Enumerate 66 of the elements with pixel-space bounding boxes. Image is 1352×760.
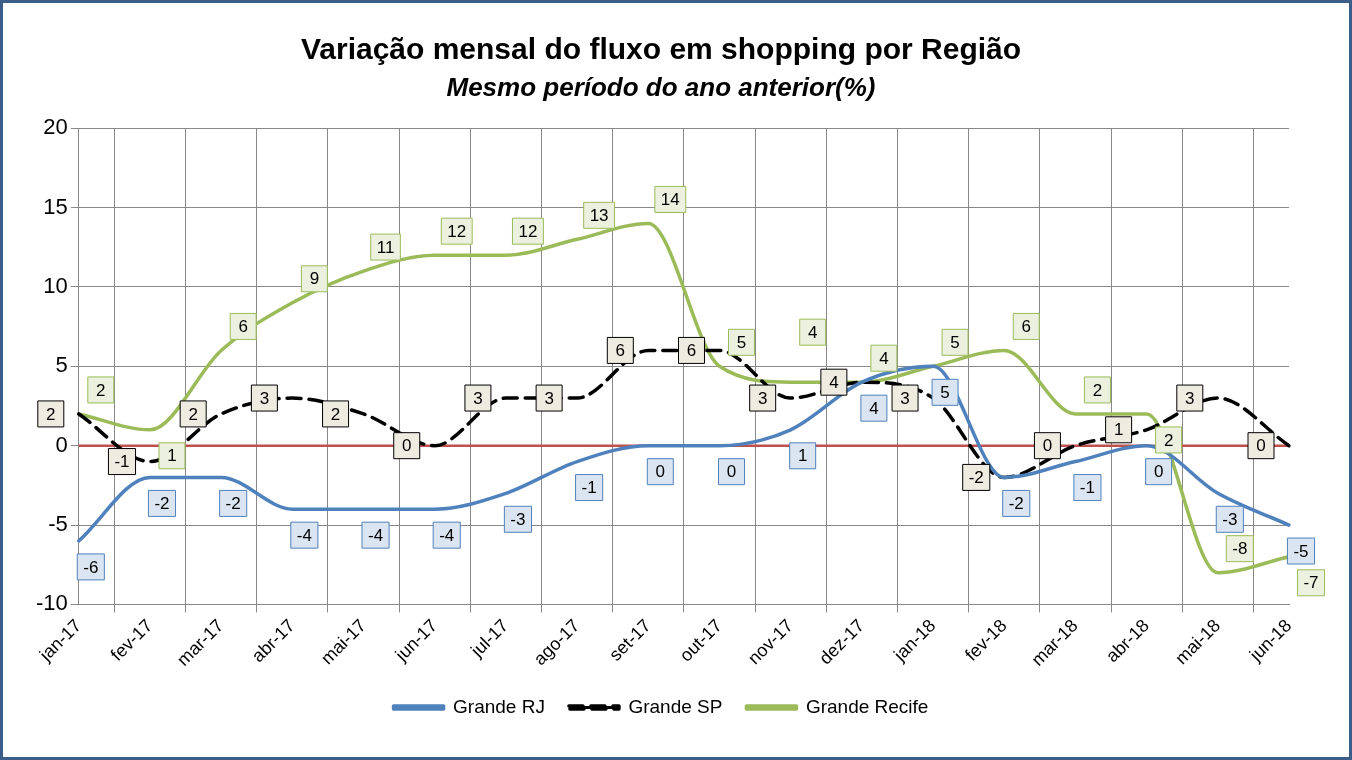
data-label: -2 <box>154 494 170 514</box>
data-label: 5 <box>950 332 960 352</box>
data-label: 1 <box>797 446 808 466</box>
chart-title: Variação mensal do fluxo em shopping por Região <box>300 32 1022 66</box>
data-label: 0 <box>1042 436 1053 456</box>
data-label: 11 <box>376 237 395 257</box>
data-label: -2 <box>968 468 984 488</box>
data-label: -2 <box>1008 494 1024 514</box>
data-label: 3 <box>473 388 483 408</box>
legend-label: Grande SP <box>628 695 723 717</box>
data-label: -5 <box>1293 541 1309 561</box>
data-label: 14 <box>660 190 680 210</box>
data-label: 2 <box>46 404 56 424</box>
data-label: 2 <box>188 404 198 424</box>
data-label: 4 <box>869 398 879 418</box>
data-label: 3 <box>900 388 910 408</box>
y-tick-label: -10 <box>36 590 68 616</box>
data-label: 6 <box>1021 317 1031 337</box>
data-label: 4 <box>807 322 818 342</box>
data-label: 2 <box>330 404 341 424</box>
data-label: 4 <box>879 348 889 368</box>
data-label: 5 <box>736 332 747 352</box>
data-label: 0 <box>655 462 666 482</box>
data-label: 3 <box>544 388 554 408</box>
data-label: 0 <box>726 462 737 482</box>
data-label: 4 <box>829 372 839 392</box>
data-label: -1 <box>114 452 130 472</box>
data-label: 12 <box>447 221 467 241</box>
data-label: 3 <box>757 388 768 408</box>
data-label: 2 <box>96 380 106 400</box>
data-label: -8 <box>1232 539 1248 559</box>
data-label: -1 <box>581 478 597 498</box>
data-label: 9 <box>309 269 320 289</box>
data-label: -4 <box>439 525 455 545</box>
data-label: 0 <box>1256 436 1266 456</box>
data-label: -4 <box>296 525 312 545</box>
data-label: 1 <box>167 446 177 466</box>
legend-label: Grande RJ <box>453 695 545 717</box>
data-label: 6 <box>686 341 697 361</box>
data-label: -2 <box>225 494 241 514</box>
data-label: 2 <box>1092 380 1103 400</box>
data-label: 3 <box>1185 388 1195 408</box>
data-label: 2 <box>1163 430 1174 450</box>
y-tick-label: 5 <box>55 352 68 378</box>
data-label: 6 <box>238 317 248 337</box>
data-label: 3 <box>259 388 270 408</box>
data-label: -3 <box>1222 509 1238 529</box>
data-label: 12 <box>518 221 538 241</box>
y-tick-label: 10 <box>43 273 68 298</box>
y-tick-label: -5 <box>48 511 68 537</box>
data-label: -1 <box>1079 478 1095 498</box>
data-label: 0 <box>1153 462 1164 482</box>
y-tick-label: 20 <box>43 114 68 140</box>
data-label: 0 <box>402 436 412 456</box>
data-label: 13 <box>589 206 609 225</box>
legend-label: Grande Recife <box>805 695 929 717</box>
data-label: 5 <box>940 382 950 402</box>
data-label: -6 <box>83 557 99 577</box>
data-label: -7 <box>1303 573 1319 593</box>
y-tick-label: 0 <box>55 431 68 457</box>
data-label: 6 <box>615 341 626 361</box>
data-label: -3 <box>510 509 526 529</box>
data-label: -4 <box>367 525 384 545</box>
data-label: 1 <box>1113 420 1124 440</box>
y-tick-label: 15 <box>43 193 68 219</box>
chart-subtitle: Mesmo período do ano anterior(%) <box>446 71 876 102</box>
